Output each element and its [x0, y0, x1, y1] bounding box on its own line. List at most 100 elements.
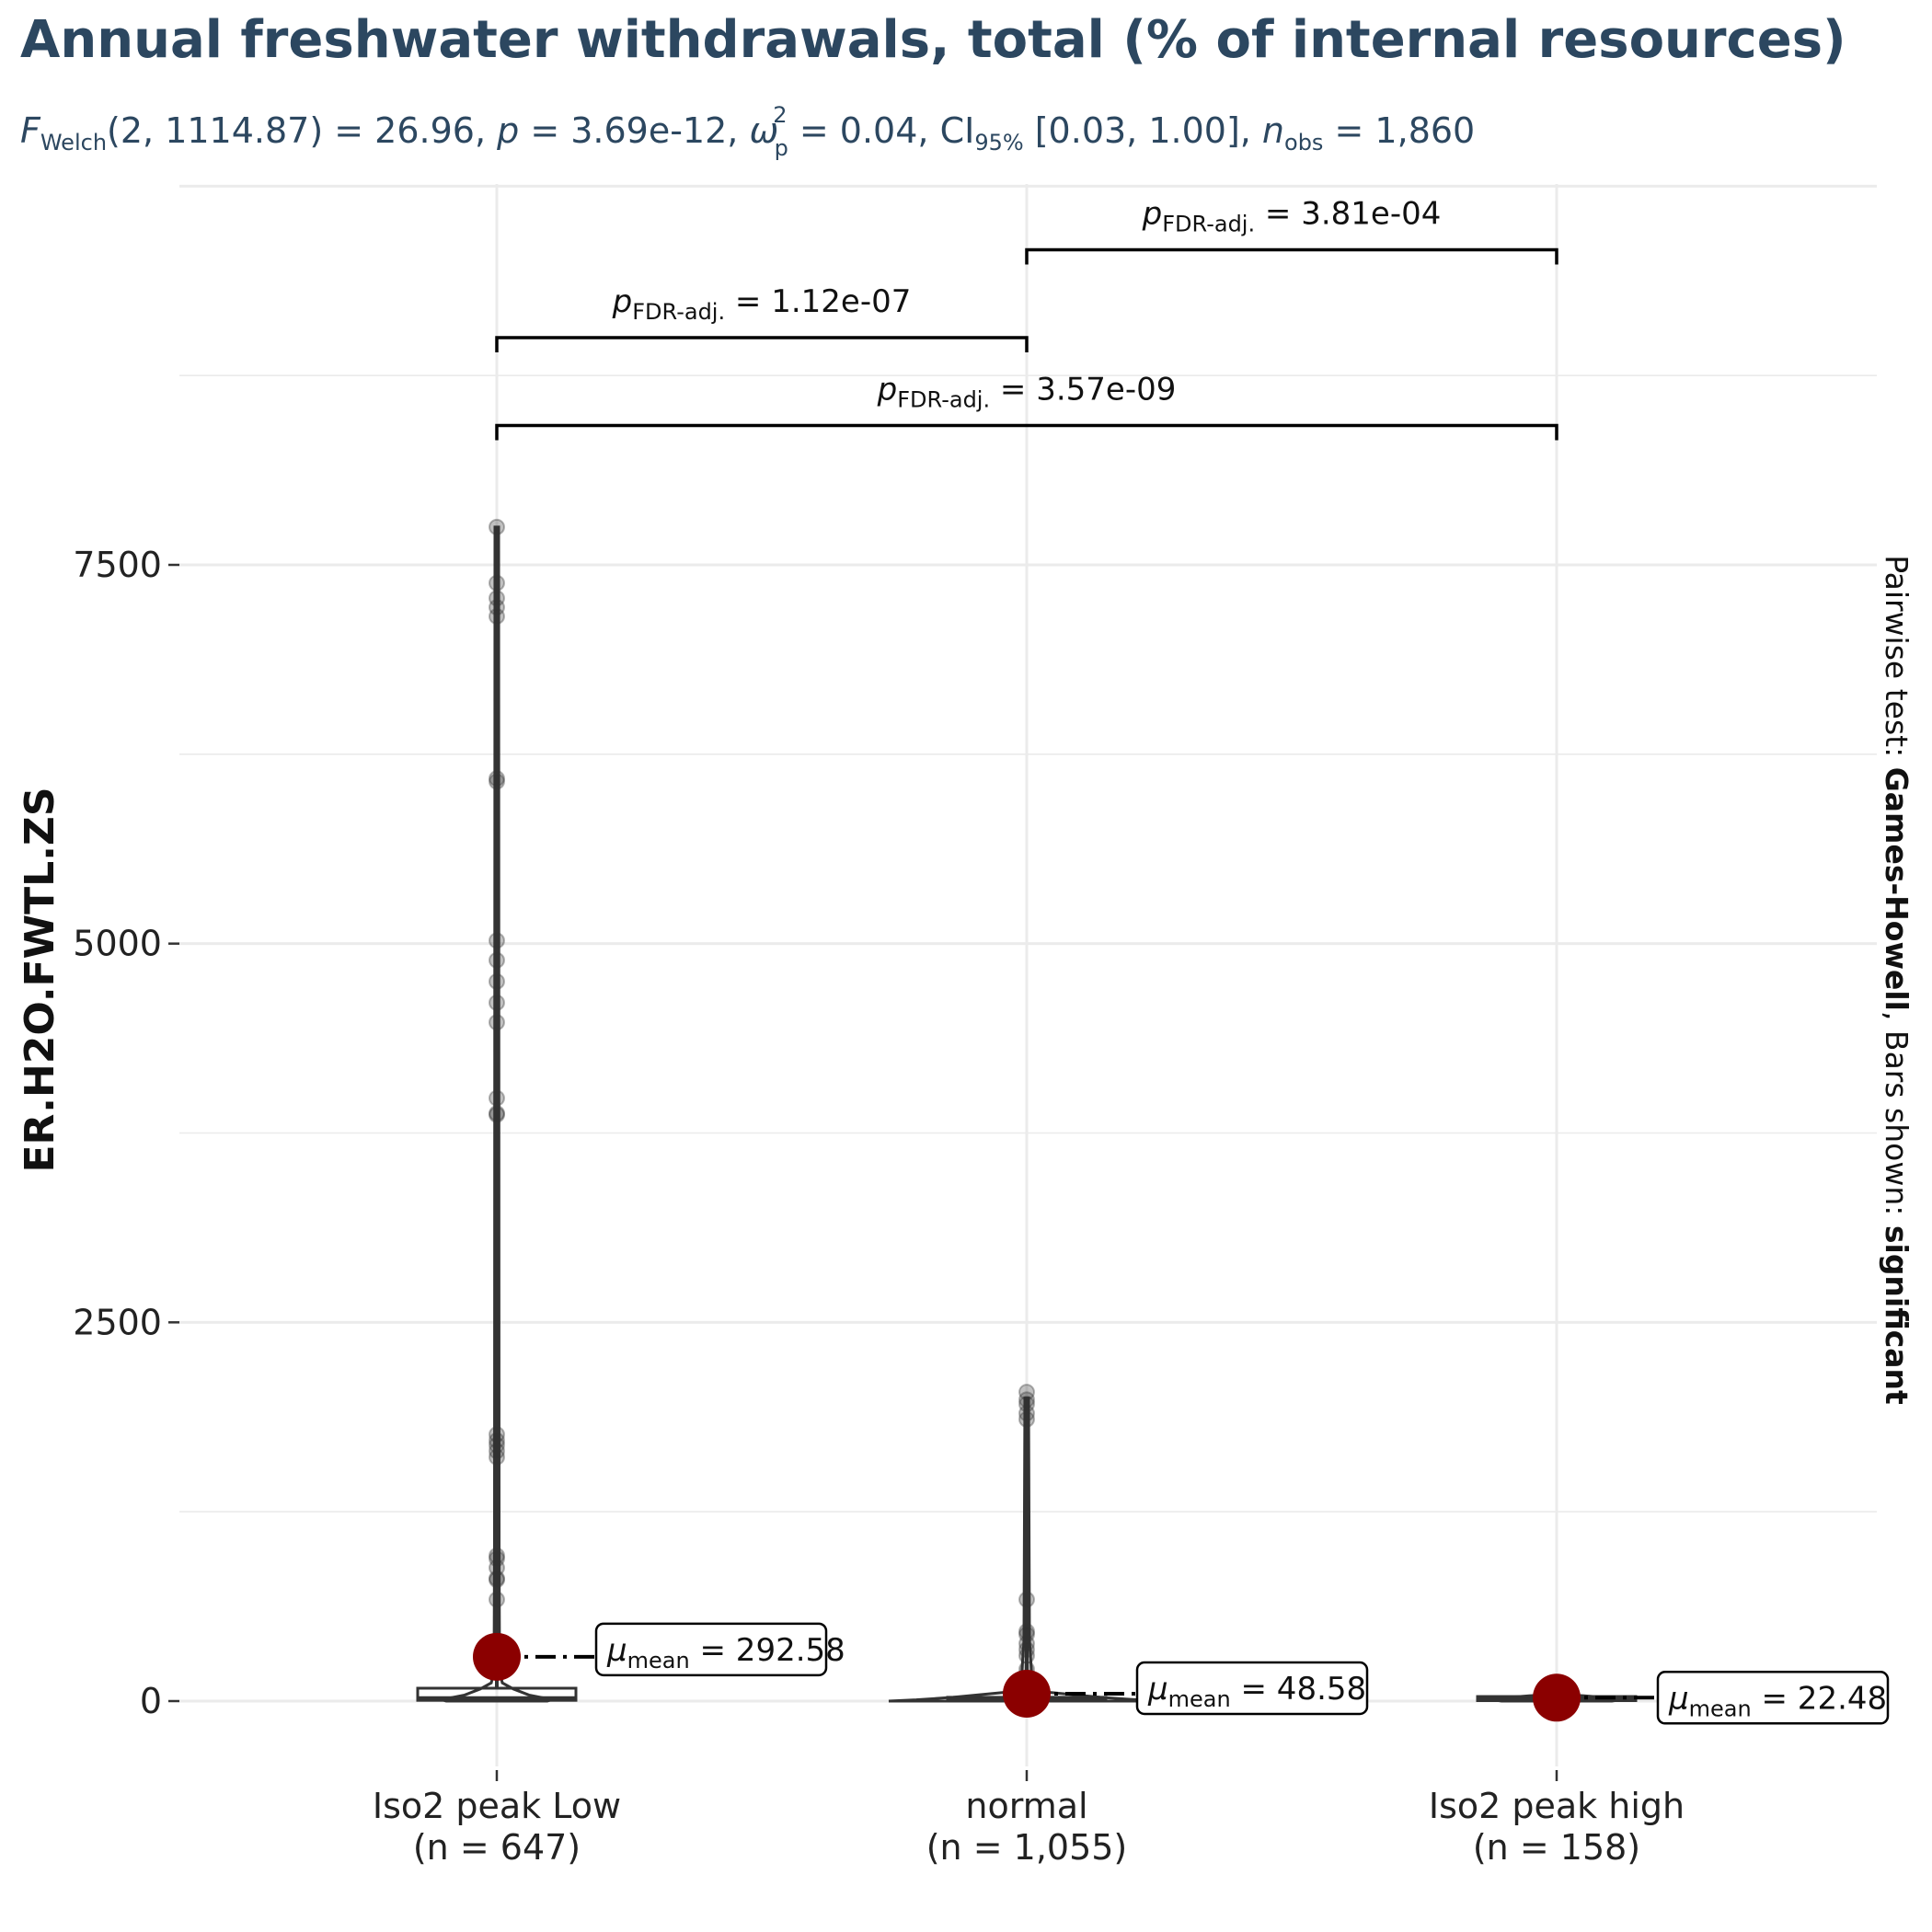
outlier-point	[1018, 1623, 1035, 1640]
outlier-point	[1018, 1405, 1035, 1422]
subtitle-part2: = 3.69e-12,	[519, 110, 749, 151]
caption-test-name: Games-Howell	[1879, 767, 1915, 1011]
mean-label-sub: mean	[1168, 1686, 1231, 1712]
box-iqr	[416, 1686, 578, 1702]
comparison-label-value: = 1.12e-07	[725, 283, 911, 320]
plot-area: 0 2500 5000 7500 Iso2 peak Low(n = 647) norma…	[73, 184, 1890, 1868]
outlier-point	[1018, 1396, 1035, 1413]
outlier-point	[489, 574, 505, 592]
chart-subtitle: FWelch(2, 1114.87) = 26.96, p = 3.69e-12…	[20, 102, 1475, 161]
outlier-point	[1018, 1410, 1035, 1428]
y-tick-label: 5000	[73, 924, 162, 964]
outlier-point	[489, 1547, 505, 1564]
outlier-point	[489, 1571, 505, 1589]
outlier-point	[489, 1106, 505, 1123]
outlier-point	[489, 1559, 505, 1577]
outlier-point	[489, 518, 505, 535]
outlier-point	[1018, 1626, 1035, 1643]
subtitle-f-sub: Welch	[40, 130, 107, 155]
subtitle-part3: = 0.04, CI	[788, 110, 975, 151]
subtitle-part5: = 1,860	[1323, 110, 1475, 151]
right-caption: Pairwise test: Games-Howell, Bars shown:…	[1879, 555, 1915, 1405]
comparison-bracket	[495, 423, 1558, 441]
mean-label: μmean = 292.58	[606, 1632, 845, 1673]
mean-point	[1533, 1673, 1581, 1722]
caption-mid: , Bars shown:	[1879, 1011, 1915, 1225]
outlier-point	[489, 1426, 505, 1443]
mean-point	[1003, 1670, 1051, 1719]
subtitle-p: p	[496, 110, 519, 151]
mean-label-sub: mean	[1689, 1696, 1752, 1721]
x-tick-label: Iso2 peak high	[1429, 1786, 1685, 1826]
caption-pre: Pairwise test:	[1879, 555, 1915, 767]
outlier-point	[1018, 1641, 1035, 1659]
caption-bars-shown: significant	[1879, 1225, 1915, 1405]
outlier-point	[489, 1591, 505, 1608]
subtitle-n: n	[1262, 110, 1284, 151]
subtitle-omega-sub: p	[775, 135, 788, 161]
mean-label-value: = 22.48	[1752, 1680, 1887, 1717]
subtitle-ci-sub: 95%	[974, 130, 1023, 155]
subtitle-part1: (2, 1114.87) = 26.96,	[107, 110, 497, 151]
comparison-label-sub: FDR-adj.	[897, 387, 990, 413]
y-tick-label: 0	[140, 1681, 162, 1721]
comparison-label-p: p	[877, 372, 898, 408]
outlier-point	[489, 932, 505, 949]
mean-label-sub: mean	[627, 1648, 690, 1673]
subtitle-f: F	[20, 110, 41, 151]
comparison-label-sub: FDR-adj.	[1162, 211, 1255, 236]
subtitle-part4: [0.03, 1.00],	[1024, 110, 1262, 151]
comparison-label: pFDR-adj. = 3.81e-04	[1142, 195, 1442, 236]
outlier-point	[489, 951, 505, 969]
comparison-bracket	[495, 336, 1029, 352]
outlier-point	[489, 1570, 505, 1587]
outlier-point	[1018, 1591, 1035, 1608]
mean-label-box	[1135, 1661, 1369, 1716]
comparison-bracket	[1025, 247, 1558, 265]
outlier-point	[489, 994, 505, 1011]
x-tick-count: (n = 647)	[413, 1827, 581, 1868]
comparison-label-value: = 3.57e-09	[990, 372, 1176, 408]
chart-title: Annual freshwater withdrawals, total (% …	[20, 10, 1846, 70]
x-tick-label: normal	[965, 1786, 1087, 1826]
comparison-label-value: = 3.81e-04	[1255, 195, 1441, 232]
mean-label-value: = 48.58	[1231, 1671, 1366, 1708]
outlier-point	[489, 590, 505, 607]
outlier-point	[1018, 1391, 1035, 1409]
y-tick-label: 2500	[73, 1302, 162, 1342]
mean-label: μmean = 22.48	[1668, 1680, 1887, 1721]
comparison-label: pFDR-adj. = 1.12e-07	[612, 283, 912, 325]
comparison-label-sub: FDR-adj.	[632, 299, 725, 325]
x-tick-label: Iso2 peak Low	[373, 1786, 621, 1826]
outlier-point	[489, 1432, 505, 1449]
y-tick-label: 7500	[73, 545, 162, 585]
x-tick-count: (n = 1,055)	[926, 1827, 1128, 1868]
outlier-point	[489, 1448, 505, 1466]
comparison-label: pFDR-adj. = 3.57e-09	[877, 372, 1177, 413]
outlier-point	[1018, 1647, 1035, 1664]
outlier-point	[489, 1436, 505, 1454]
mean-label-mu: μ	[1668, 1680, 1689, 1717]
outlier-point	[489, 1443, 505, 1460]
outlier-point	[489, 972, 505, 990]
subtitle-omega: ω	[749, 110, 778, 151]
outlier-point	[1018, 1384, 1035, 1401]
outlier-point	[489, 770, 505, 788]
mean-label: μmean = 48.58	[1147, 1671, 1366, 1712]
outlier-point	[489, 1089, 505, 1107]
outlier-point	[489, 1550, 505, 1568]
mean-label-box	[594, 1622, 828, 1677]
y-axis-label: ER.H2O.FWTL.ZS	[17, 787, 63, 1172]
outlier-point	[489, 1105, 505, 1122]
mean-point	[473, 1632, 521, 1681]
subtitle-n-sub: obs	[1284, 130, 1323, 155]
comparison-label-p: p	[1142, 195, 1163, 232]
comparison-label-p: p	[612, 283, 633, 320]
mean-label-box	[1656, 1671, 1890, 1725]
outlier-point	[489, 599, 505, 616]
mean-label-mu: μ	[606, 1632, 627, 1669]
mean-label-mu: μ	[1147, 1671, 1168, 1708]
outlier-point	[489, 773, 505, 790]
outlier-point	[489, 1014, 505, 1031]
outlier-point	[489, 607, 505, 625]
